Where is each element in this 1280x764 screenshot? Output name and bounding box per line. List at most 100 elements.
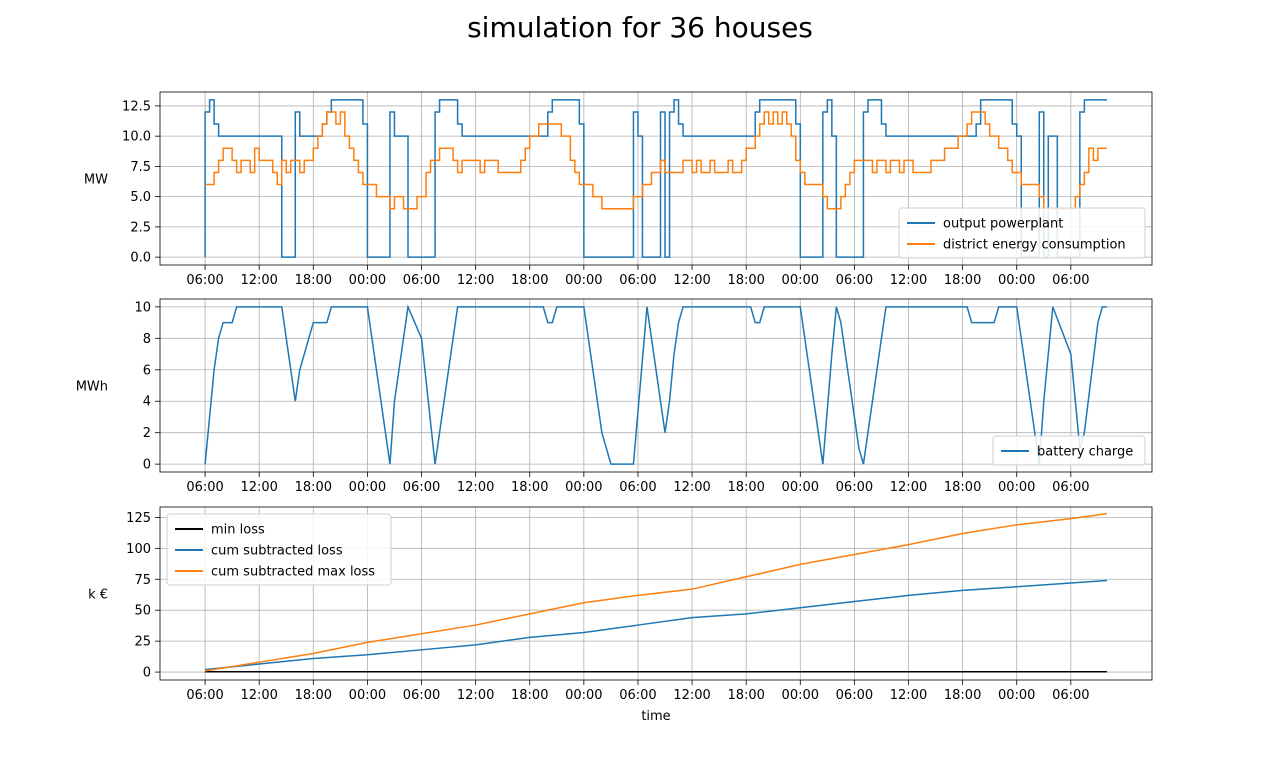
figure-title: simulation for 36 houses [467, 11, 813, 44]
series-line-2 [205, 111, 1107, 210]
legend-entry: cum subtracted loss [211, 544, 343, 559]
series-group [204, 99, 1107, 258]
x-tick-label: 00:00 [349, 480, 386, 495]
legend: battery charge [992, 435, 1146, 466]
y-tick-label: 2.5 [130, 220, 151, 235]
legend-entry: cum subtracted max loss [211, 565, 375, 580]
x-tick-label: 06:00 [836, 273, 873, 288]
x-tick-label: 06:00 [619, 273, 656, 288]
x-tick-label: 12:00 [240, 688, 277, 703]
panel-3: 06:00 12:00 18:00 00:00 06:00 12:00 18:00 00:00… [88, 506, 1153, 724]
x-tick-label: 06:00 [403, 273, 440, 288]
x-tick-label: 12:00 [890, 480, 927, 495]
x-tick-label: 06:00 [1052, 273, 1089, 288]
x-tick-label: 18:00 [944, 273, 981, 288]
x-tick-label: 18:00 [727, 273, 764, 288]
x-tick-label: 06:00 [1052, 688, 1089, 703]
x-tick-label: 18:00 [511, 480, 548, 495]
y-tick-label: 25 [134, 635, 151, 650]
y-tick-label: 6 [143, 363, 151, 378]
x-tick-label: 00:00 [782, 273, 819, 288]
series-line-1 [204, 99, 1107, 258]
legend-entry: battery charge [1037, 445, 1133, 460]
x-tick-label: 00:00 [782, 480, 819, 495]
axes-frame [159, 506, 1153, 681]
x-tick-label: 06:00 [1052, 480, 1089, 495]
y-tick-label: 0 [143, 666, 151, 681]
x-tick-label: 18:00 [295, 688, 332, 703]
x-tick-label: 00:00 [349, 273, 386, 288]
x-tick-label: 06:00 [186, 273, 223, 288]
x-tick-label: 06:00 [619, 688, 656, 703]
legend-entry: min loss [211, 523, 265, 538]
y-tick-label: 2 [143, 426, 151, 441]
y-tick-label: 75 [134, 573, 151, 588]
x-tick-label: 00:00 [565, 688, 602, 703]
x-tick-label: 12:00 [673, 273, 710, 288]
x-tick-label: 12:00 [890, 273, 927, 288]
x-tick-label: 00:00 [565, 480, 602, 495]
y-axis-label: MW [84, 173, 108, 188]
x-tick-label: 12:00 [890, 688, 927, 703]
axes-frame [159, 298, 1153, 473]
y-tick-label: 10 [134, 300, 151, 315]
x-tick-label: 06:00 [619, 480, 656, 495]
y-axis-label: MWh [76, 380, 108, 395]
x-tick-label: 12:00 [457, 480, 494, 495]
x-tick-label: 12:00 [240, 480, 277, 495]
y-tick-label: 0 [143, 458, 151, 473]
y-tick-label: 0.0 [130, 251, 151, 266]
x-tick-label: 00:00 [998, 273, 1035, 288]
y-tick-label: 100 [126, 542, 151, 557]
axes-frame [159, 91, 1153, 266]
legend-box [166, 513, 392, 586]
legend-entry: output powerplant [943, 217, 1063, 232]
series-line-2 [205, 579, 1107, 671]
legend-box [992, 435, 1146, 466]
x-tick-label: 12:00 [457, 688, 494, 703]
y-tick-label: 10.0 [122, 130, 151, 145]
x-tick-label: 06:00 [836, 480, 873, 495]
y-axis-label: k € [88, 588, 108, 603]
x-axis-label: time [641, 709, 670, 724]
x-tick-label: 00:00 [565, 273, 602, 288]
panels: 06:00 12:00 18:00 00:00 06:00 12:00 18:00 00:00… [76, 91, 1153, 724]
series-group [204, 512, 1108, 673]
x-tick-label: 00:00 [782, 688, 819, 703]
panel-1: 06:00 12:00 18:00 00:00 06:00 12:00 18:00 00:00… [84, 91, 1153, 288]
series-group [204, 304, 1107, 465]
x-tick-label: 00:00 [349, 688, 386, 703]
y-tick-label: 7.5 [130, 160, 151, 175]
x-tick-label: 06:00 [186, 480, 223, 495]
x-tick-label: 18:00 [944, 688, 981, 703]
y-tick-label: 5.0 [130, 190, 151, 205]
x-tick-label: 18:00 [511, 273, 548, 288]
x-tick-label: 00:00 [998, 480, 1035, 495]
y-tick-label: 50 [134, 604, 151, 619]
legend-box [898, 207, 1146, 259]
series-line-1 [204, 304, 1107, 465]
x-tick-label: 06:00 [403, 688, 440, 703]
x-tick-label: 06:00 [403, 480, 440, 495]
y-tick-label: 125 [126, 511, 151, 526]
y-tick-label: 12.5 [122, 99, 151, 114]
x-tick-label: 18:00 [295, 480, 332, 495]
legend: min loss cum subtracted loss cum subtracte… [166, 513, 392, 586]
x-tick-label: 12:00 [673, 480, 710, 495]
x-tick-label: 12:00 [240, 273, 277, 288]
x-tick-label: 18:00 [944, 480, 981, 495]
y-tick-label: 4 [143, 395, 151, 410]
panel-2: 06:00 12:00 18:00 00:00 06:00 12:00 18:00 00:00… [76, 298, 1153, 495]
x-tick-label: 00:00 [998, 688, 1035, 703]
x-tick-label: 06:00 [186, 688, 223, 703]
x-tick-label: 18:00 [727, 480, 764, 495]
y-tick-label: 8 [143, 332, 151, 347]
legend: output powerplant district energy consump… [898, 207, 1146, 259]
x-tick-label: 18:00 [511, 688, 548, 703]
x-tick-label: 12:00 [457, 273, 494, 288]
series-line-3 [204, 512, 1108, 672]
x-tick-label: 12:00 [673, 688, 710, 703]
legend-entry: district energy consumption [943, 238, 1126, 253]
x-tick-label: 18:00 [295, 273, 332, 288]
